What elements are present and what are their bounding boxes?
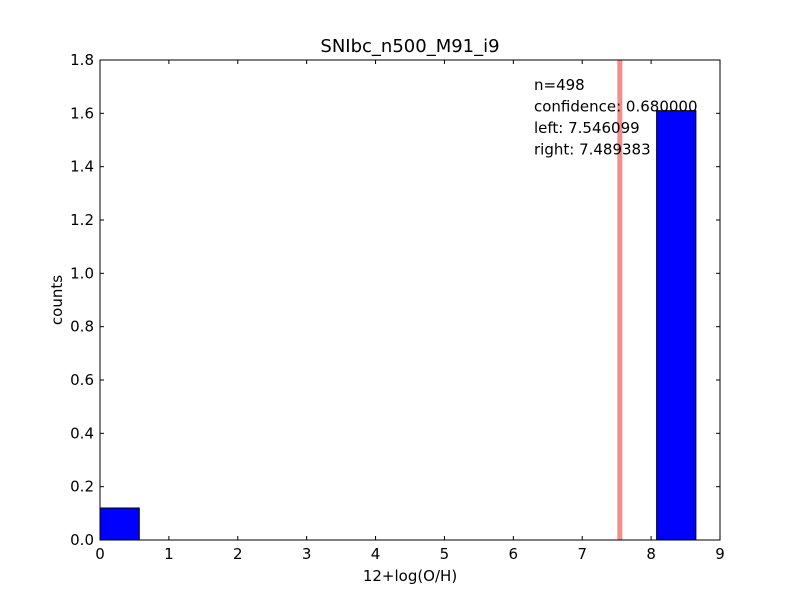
y-tick-label: 0.6	[70, 371, 94, 389]
x-tick-label: 6	[509, 545, 519, 563]
y-tick-label: 1.6	[70, 104, 94, 122]
plot-area: 0 1 2 3 4 5 6 7 8 9 0.0 0.2 0.4 0.6 0.8 1.0 1.2 1.4 1.6 1.8…	[70, 51, 725, 563]
x-tick-label: 2	[233, 545, 243, 563]
y-tick-label: 0.8	[70, 318, 94, 336]
chart-title: SNIbc_n500_M91_i9	[320, 36, 499, 57]
y-tick-label: 1.4	[70, 158, 94, 176]
y-tick-label: 0.0	[70, 531, 94, 549]
x-tick-label: 9	[715, 545, 725, 563]
annotation-line: right: 7.489383	[534, 141, 651, 159]
axes-frame	[99, 59, 721, 541]
histogram-bar-1	[656, 110, 697, 541]
y-tick-label: 1.2	[70, 211, 94, 229]
y-tick-label: 0.4	[70, 424, 94, 442]
annotation-line: n=498	[534, 76, 585, 94]
x-tick-label: 4	[371, 545, 381, 563]
y-axis-label: counts	[48, 275, 66, 325]
x-tick-label: 0	[95, 545, 105, 563]
y-tick-label: 0.2	[70, 478, 94, 496]
histogram-bar-0	[99, 507, 140, 541]
y-tick-label: 1.0	[70, 264, 94, 282]
x-tick-label: 3	[302, 545, 312, 563]
annotation-line: left: 7.546099	[534, 119, 640, 137]
x-tick-label: 7	[577, 545, 587, 563]
x-tick-label: 5	[440, 545, 450, 563]
x-axis-label: 12+log(O/H)	[363, 567, 457, 585]
x-tick-label: 8	[646, 545, 656, 563]
annotation-line: confidence: 0.680000	[534, 98, 698, 116]
y-tick-label: 1.8	[70, 51, 94, 69]
x-tick-label: 1	[164, 545, 174, 563]
